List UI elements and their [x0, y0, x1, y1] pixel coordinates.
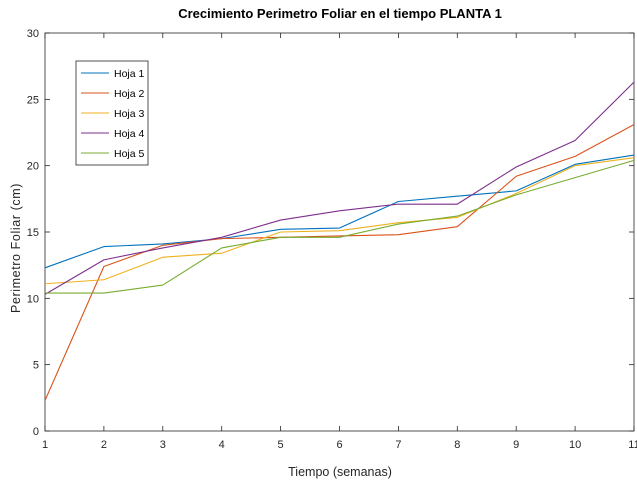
- x-tick-label: 7: [395, 439, 401, 451]
- y-tick-label: 30: [27, 28, 39, 40]
- series-line-hoja-3: [44, 157, 635, 285]
- legend-label: Hoja 2: [114, 88, 145, 100]
- y-axis-label: Perimetro Foliar (cm): [9, 183, 23, 313]
- series-line-hoja-4: [44, 81, 635, 295]
- x-tick-label: 6: [336, 439, 342, 451]
- x-tick-label: 4: [219, 439, 225, 451]
- y-tick-label: 0: [33, 426, 39, 438]
- y-tick-label: 5: [33, 360, 39, 372]
- x-tick-label: 1: [42, 439, 48, 451]
- legend-label: Hoja 5: [114, 148, 145, 160]
- x-tick-label: 9: [513, 439, 519, 451]
- y-tick-label: 15: [27, 227, 39, 239]
- y-tick-label: 10: [27, 293, 39, 305]
- x-tick-label: 2: [101, 439, 107, 451]
- legend-label: Hoja 1: [114, 68, 145, 80]
- legend: Hoja 1 Hoja 2 Hoja 3 Hoja 4 Hoja 5: [75, 60, 149, 166]
- legend-label: Hoja 3: [114, 108, 145, 120]
- y-tick-label: 25: [27, 94, 39, 106]
- legend-label: Hoja 4: [114, 128, 145, 140]
- series-line-hoja-1: [44, 154, 635, 269]
- x-tick-label: 3: [160, 439, 166, 451]
- chart-title: Crecimiento Perimetro Foliar en el tiemp…: [178, 6, 502, 21]
- x-tick-label: 5: [278, 439, 284, 451]
- series-line-hoja-5: [45, 159, 635, 294]
- x-tick-label: 11: [628, 439, 637, 451]
- y-tick-label: 20: [27, 161, 39, 173]
- x-axis-label: Tiempo (semanas): [288, 465, 392, 479]
- x-tick-label: 8: [454, 439, 460, 451]
- x-tick-label: 10: [569, 439, 581, 451]
